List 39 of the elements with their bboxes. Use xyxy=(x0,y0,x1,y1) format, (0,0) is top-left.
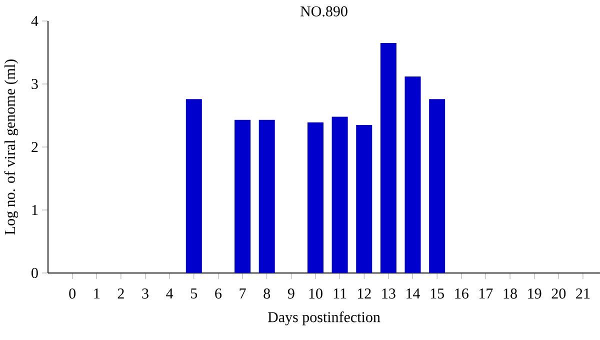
bar xyxy=(186,99,202,273)
bar xyxy=(356,124,372,273)
x-tick-label: 21 xyxy=(576,288,590,298)
x-tick-label: 0 xyxy=(69,288,76,299)
y-tick-label: 4 xyxy=(31,16,38,26)
x-axis-title: Days postinfection xyxy=(268,312,380,326)
x-tick-label: 18 xyxy=(504,288,517,299)
y-tick-label: 0 xyxy=(32,268,38,278)
x-tick-label: 1 xyxy=(94,288,100,298)
bar xyxy=(234,120,251,273)
x-tick-label: 10 xyxy=(309,288,322,299)
y-axis-title: Log no. of viral genome (ml) xyxy=(4,60,18,235)
chart-title: NO.890 xyxy=(300,6,348,16)
bar xyxy=(380,43,396,273)
y-tick-label: 1 xyxy=(32,205,38,215)
x-tick-label: 2 xyxy=(118,288,124,298)
x-tick-label: 19 xyxy=(528,288,542,299)
x-tick-label: 4 xyxy=(166,288,174,298)
y-tick-label: 2 xyxy=(32,142,38,152)
y-tick-label: 3 xyxy=(32,78,38,90)
x-tick-label: 9 xyxy=(288,288,294,299)
bar xyxy=(404,76,421,273)
x-tick-label: 13 xyxy=(382,288,396,299)
bar xyxy=(307,122,324,273)
x-tick-label: 8 xyxy=(264,288,270,299)
x-tick-label: 6 xyxy=(215,288,222,299)
bar xyxy=(332,116,348,273)
x-tick-label: 7 xyxy=(240,288,246,298)
bar xyxy=(429,99,446,273)
x-tick-label: 14 xyxy=(406,288,420,298)
x-tick-label: 20 xyxy=(552,288,566,299)
x-tick-label: 15 xyxy=(430,288,444,299)
x-tick-label: 16 xyxy=(455,288,468,299)
x-tick-label: 5 xyxy=(191,288,198,298)
x-tick-label: 17 xyxy=(480,288,493,298)
x-tick-label: 11 xyxy=(334,288,346,298)
bar xyxy=(258,120,275,273)
x-tick-label: 3 xyxy=(142,288,148,299)
x-tick-label: 12 xyxy=(358,288,371,298)
